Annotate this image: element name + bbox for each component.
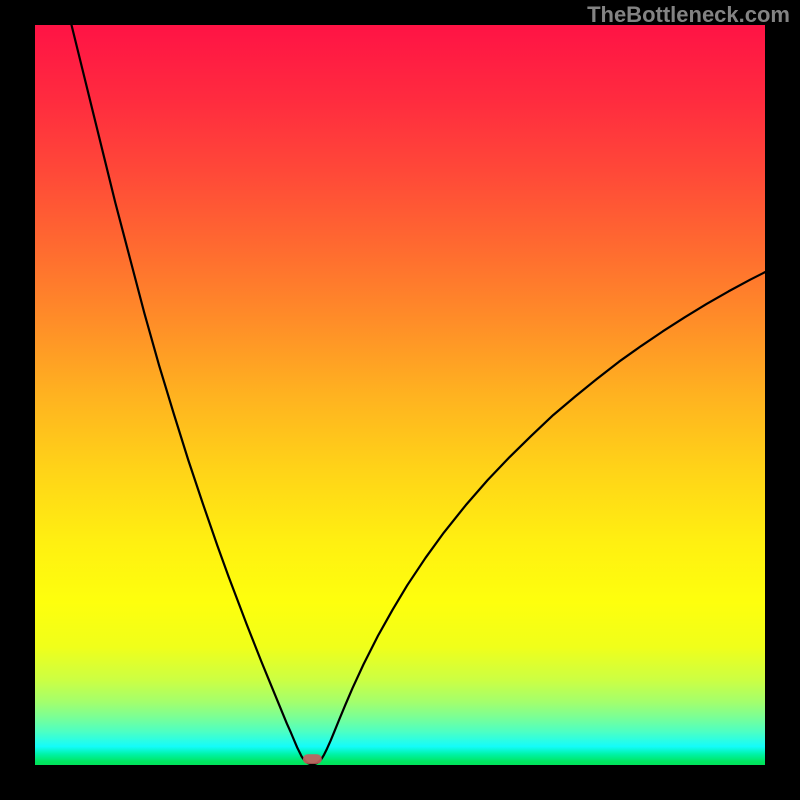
bottleneck-chart — [35, 25, 765, 765]
chart-frame: TheBottleneck.com — [0, 0, 800, 800]
gradient-background — [35, 25, 765, 765]
optimal-point-marker — [303, 754, 322, 764]
